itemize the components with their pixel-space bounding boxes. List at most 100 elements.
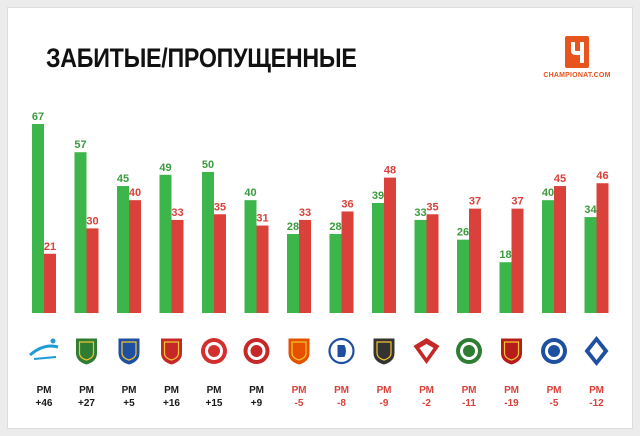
data-label-scored: 57 — [74, 139, 86, 151]
bar-scored — [457, 239, 469, 313]
bar-conceded — [44, 253, 56, 313]
diff-caption: РМ — [249, 385, 264, 396]
goal-difference-label: -5 — [295, 398, 304, 409]
diff-caption: РМ — [547, 385, 562, 396]
data-label-scored: 45 — [117, 173, 129, 185]
bar-scored — [244, 200, 257, 313]
diff-caption: РМ — [419, 385, 434, 396]
bar-scored — [499, 262, 512, 313]
diff-caption: РМ — [292, 385, 307, 396]
akhmat-logo-icon — [456, 338, 482, 364]
bar-scored — [414, 219, 427, 313]
spartak-logo-icon — [413, 338, 440, 364]
bar-conceded — [299, 219, 311, 313]
infographic-card — [7, 7, 633, 429]
data-label-conceded: 33 — [299, 207, 311, 219]
goal-difference-label: -11 — [462, 398, 476, 409]
data-label-conceded: 35 — [426, 201, 438, 213]
data-label-conceded: 21 — [44, 241, 56, 253]
data-label-scored: 40 — [542, 187, 554, 199]
data-label-scored: 50 — [202, 159, 214, 171]
data-label-scored: 67 — [32, 111, 44, 123]
bar-conceded — [384, 177, 396, 313]
bar-scored — [202, 171, 214, 313]
goal-difference-label: +15 — [206, 398, 223, 409]
diff-caption: РМ — [122, 385, 137, 396]
data-label-conceded: 33 — [171, 207, 183, 219]
ural-logo-icon — [372, 337, 396, 366]
goal-difference-label: +9 — [251, 398, 263, 409]
cska-logo-icon — [160, 337, 183, 366]
goal-difference-label: +5 — [123, 398, 135, 409]
bar-scored — [117, 186, 129, 313]
bar-scored — [32, 124, 44, 313]
zenit-logo-icon — [29, 338, 59, 360]
bar-conceded — [341, 211, 354, 313]
bar-scored — [329, 234, 342, 313]
ufa-logo-icon — [287, 337, 311, 366]
data-label-conceded: 31 — [256, 213, 268, 225]
diff-caption: РМ — [79, 385, 94, 396]
page-title: ЗАБИТЫЕ/ПРОПУЩЕННЫЕ — [46, 43, 357, 73]
rostov-logo-icon — [117, 337, 141, 366]
data-label-scored: 39 — [372, 190, 384, 202]
goal-difference-label: -2 — [422, 398, 431, 409]
bar-conceded — [596, 183, 609, 313]
diff-caption: РМ — [462, 385, 477, 396]
bar-scored — [159, 174, 172, 313]
data-label-scored: 26 — [457, 227, 469, 239]
goal-difference-label: +27 — [78, 398, 95, 409]
krylia-logo-icon — [584, 336, 609, 366]
bar-scored — [287, 234, 299, 313]
goal-difference-label: -5 — [550, 398, 559, 409]
data-label-conceded: 37 — [469, 196, 481, 208]
goal-difference-label: -9 — [380, 398, 389, 409]
bar-conceded — [426, 214, 439, 313]
diff-caption: РМ — [37, 385, 52, 396]
rubin-logo-icon — [500, 337, 523, 366]
krasnodar-logo-icon — [75, 337, 98, 366]
data-label-conceded: 48 — [384, 165, 396, 177]
goal-difference-label: +16 — [163, 398, 180, 409]
data-label-conceded: 35 — [214, 201, 226, 213]
championat-logo-icon — [565, 36, 589, 68]
bar-conceded — [171, 219, 184, 313]
goal-difference-label: +46 — [36, 398, 53, 409]
dinamo-logo-icon — [328, 337, 355, 365]
data-label-scored: 49 — [159, 162, 171, 174]
orenburg-logo-icon — [541, 338, 567, 364]
brand-name: CHAMPIONAT.COM — [543, 72, 611, 79]
bar-scored — [584, 217, 597, 313]
data-label-scored: 28 — [329, 221, 341, 233]
goal-difference-label: -19 — [504, 398, 519, 409]
diff-caption: РМ — [377, 385, 392, 396]
data-label-conceded: 45 — [554, 173, 566, 185]
bar-scored — [372, 202, 384, 313]
bar-scored — [542, 200, 554, 313]
diff-caption: РМ — [207, 385, 222, 396]
data-label-scored: 40 — [244, 187, 256, 199]
data-label-scored: 28 — [287, 221, 299, 233]
bar-conceded — [129, 200, 141, 313]
goal-difference-label: -8 — [337, 398, 346, 409]
lokomotiv-logo-icon — [201, 338, 227, 364]
diff-caption: РМ — [589, 385, 604, 396]
diff-caption: РМ — [164, 385, 179, 396]
data-label-scored: 18 — [499, 249, 511, 261]
bar-conceded — [469, 208, 481, 313]
data-label-conceded: 40 — [129, 187, 141, 199]
data-label-conceded: 46 — [596, 170, 608, 182]
arsenal-logo-icon — [243, 338, 270, 364]
data-label-scored: 33 — [414, 207, 426, 219]
data-label-conceded: 36 — [341, 198, 353, 210]
bar-conceded — [256, 225, 269, 313]
diff-caption: РМ — [504, 385, 519, 396]
bar-conceded — [214, 214, 226, 313]
bar-conceded — [554, 186, 566, 313]
bar-scored — [74, 152, 87, 313]
bar-conceded — [86, 228, 99, 313]
goal-difference-label: -12 — [589, 398, 604, 409]
diff-caption: РМ — [334, 385, 349, 396]
data-label-scored: 34 — [584, 204, 597, 216]
